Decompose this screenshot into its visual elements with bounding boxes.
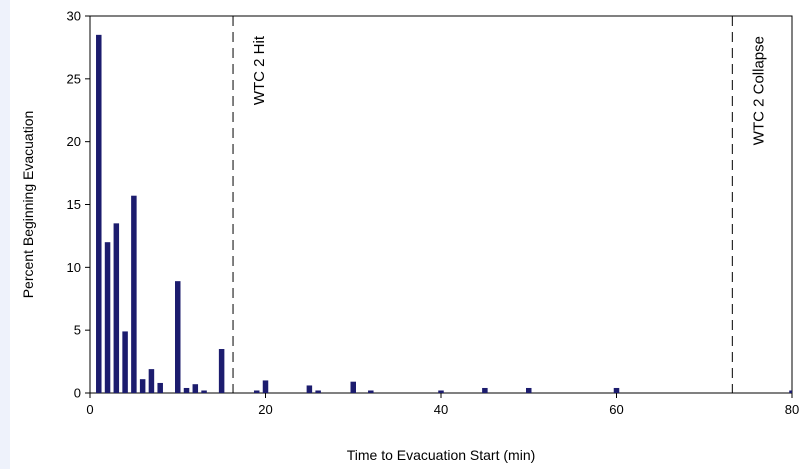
bar: [96, 34, 102, 393]
bar: [262, 380, 269, 393]
bar: [253, 390, 260, 393]
bar: [113, 223, 120, 393]
bar: [148, 369, 155, 393]
y-tick-label: 25: [67, 71, 81, 86]
bar: [157, 382, 163, 393]
bar: [192, 384, 199, 393]
bar: [306, 385, 313, 393]
bar: [131, 195, 137, 393]
x-tick-label: 40: [434, 402, 448, 417]
y-axis-label: Percent Beginning Evacuation: [20, 111, 36, 299]
bar: [183, 387, 190, 393]
x-tick-label: 80: [785, 402, 799, 417]
bar: [139, 379, 146, 393]
x-axis-label: Time to Evacuation Start (min): [347, 447, 536, 463]
bar: [201, 390, 207, 393]
y-tick-label: 15: [67, 197, 81, 212]
x-tick-label: 60: [609, 402, 623, 417]
bar: [526, 387, 532, 393]
plot-frame: [89, 15, 793, 394]
y-tick-label: 30: [67, 9, 81, 24]
bar: [104, 242, 111, 393]
bar: [438, 390, 444, 393]
bar: [122, 331, 128, 393]
bar: [613, 387, 620, 393]
annotation-label: WTC 2 Hit: [251, 35, 268, 105]
y-tick-label: 20: [67, 134, 81, 149]
y-tick-label: 0: [74, 386, 81, 401]
bar: [218, 349, 225, 393]
bar: [368, 390, 374, 393]
bar: [789, 390, 792, 393]
bar: [350, 381, 356, 393]
bar: [482, 387, 488, 393]
y-tick-label: 5: [74, 323, 81, 338]
left-edge-strip: [0, 0, 10, 469]
y-tick-label: 10: [67, 260, 81, 275]
bar: [315, 390, 321, 393]
x-tick-label: 20: [258, 402, 272, 417]
annotation-label: WTC 2 Collapse: [750, 36, 767, 145]
x-tick-label: 0: [86, 402, 93, 417]
bar: [175, 281, 181, 393]
